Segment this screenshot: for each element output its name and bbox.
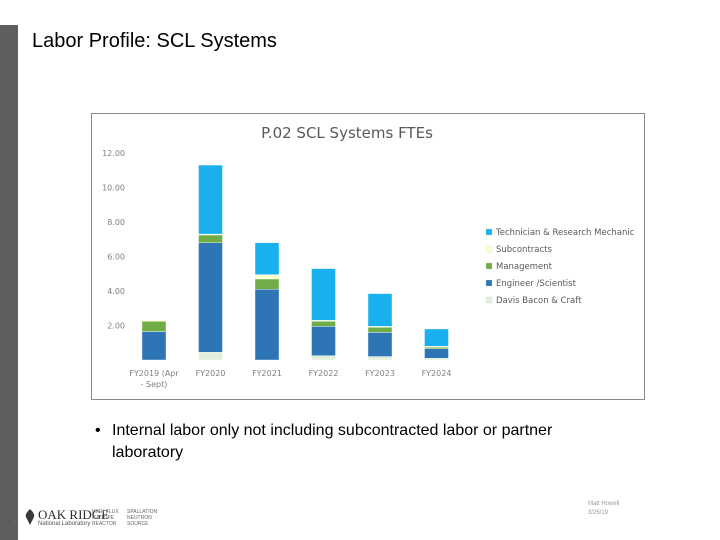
bar-segment	[311, 355, 336, 361]
legend-label: Engineer /Scientist	[496, 279, 577, 289]
bar-segment	[254, 274, 280, 280]
bar-segment	[367, 293, 393, 327]
legend-swatch	[485, 279, 493, 287]
y-tick-label: 12.00	[102, 149, 125, 158]
footer-date: 3/25/19	[588, 510, 609, 516]
bar-segment	[311, 326, 336, 356]
x-tick-label: FY2021	[252, 369, 282, 378]
bar-segment	[311, 268, 336, 321]
legend-label: Technician & Research Mechanic	[495, 228, 635, 238]
x-tick-label: FY2023	[365, 369, 395, 378]
legend-swatch	[485, 245, 493, 253]
legend-swatch	[485, 228, 493, 236]
bar-segment	[198, 234, 223, 243]
bar-segment	[424, 348, 449, 359]
chart-title: P.02 SCL Systems FTEs	[261, 124, 433, 142]
y-tick-label: 8.00	[107, 218, 125, 227]
oak-leaf-icon	[25, 509, 35, 525]
x-tick-label: FY2020	[196, 369, 226, 378]
legend-swatch	[485, 296, 493, 304]
legend-label: Davis Bacon & Craft	[496, 296, 582, 306]
x-tick-label: FY2022	[309, 369, 339, 378]
ornl-logo: OAK RIDGE National Laboratory HIGH FLUX …	[24, 507, 157, 531]
x-tick-label: FY2024	[422, 369, 452, 378]
legend-label: Subcontracts	[496, 245, 552, 255]
bar-segment	[311, 320, 336, 327]
page-number: 18	[4, 519, 11, 525]
bullet-point: • Internal labor only not including subc…	[95, 420, 615, 464]
logo-tagline-sns: SPALLATION NEUTRON SOURCE	[127, 509, 158, 527]
y-tick-label: 4.00	[107, 287, 125, 296]
y-tick-label: 2.00	[107, 322, 125, 331]
stacked-bar-chart: P.02 SCL Systems FTEs 2.00 4.00 6.00 8.00 10.…	[102, 124, 635, 389]
bar-segment	[141, 320, 167, 332]
bar-segment	[198, 352, 223, 361]
left-accent-bar	[0, 25, 18, 540]
x-tick-label: FY2019 (Apr	[129, 369, 179, 378]
bar-segment	[367, 327, 393, 333]
logo-subtext: National Laboratory	[38, 521, 91, 527]
y-tick-label: 6.00	[107, 253, 125, 262]
legend-swatch	[485, 262, 493, 270]
chart-container: P.02 SCL Systems FTEs 2.00 4.00 6.00 8.00 10.…	[91, 113, 645, 400]
bar-segment	[424, 328, 449, 347]
bullet-dot-icon: •	[95, 422, 101, 439]
footer-author-block: Matt Howell 3/25/19	[588, 500, 619, 518]
x-tick-label: - Sept)	[141, 380, 168, 389]
bullet-text: Internal labor only not including subcon…	[112, 422, 553, 461]
bar-segment	[424, 358, 449, 361]
bar-segment	[367, 332, 393, 357]
footer-author: Matt Howell	[588, 501, 620, 507]
bar-segment	[254, 289, 280, 361]
bar-segment	[141, 320, 167, 322]
y-tick-label: 10.00	[102, 184, 125, 193]
legend-label: Management	[496, 262, 553, 272]
bar-segment	[141, 331, 167, 361]
bar-segment	[198, 242, 223, 353]
bar-segment	[424, 346, 449, 349]
bar-segment	[254, 278, 280, 290]
bar-segment	[254, 242, 280, 275]
bar-segment	[198, 164, 223, 235]
logo-tagline-hfir: HIGH FLUX ISOTOPE REACTOR	[92, 509, 119, 527]
bar-segment	[367, 356, 393, 361]
logo-wordmark: OAK RIDGE	[38, 507, 110, 522]
slide-title: Labor Profile: SCL Systems	[32, 30, 277, 52]
